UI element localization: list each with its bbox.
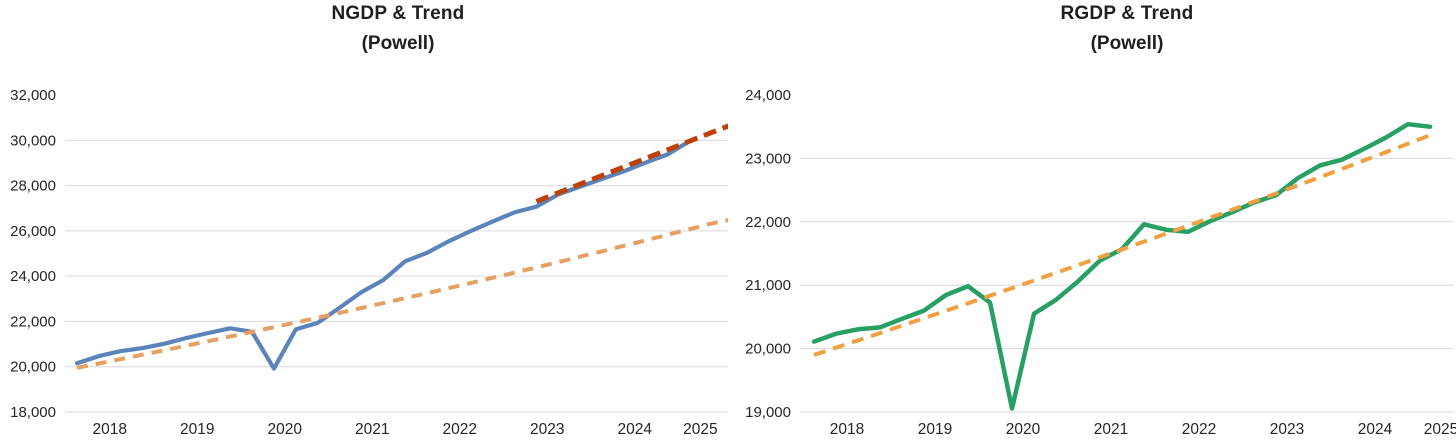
y-axis-tick-label: 19,000	[745, 404, 791, 421]
y-axis-tick-label: 28,000	[10, 178, 56, 195]
x-axis-tick-label: 2024	[618, 421, 653, 438]
y-axis-tick-label: 18,000	[10, 404, 56, 421]
y-axis-tick-label: 26,000	[10, 223, 56, 240]
x-axis-tick-label: 2018	[830, 421, 864, 438]
x-axis-tick-label: 2022	[1182, 421, 1216, 438]
x-axis-tick-label: 2023	[1270, 421, 1304, 438]
x-axis-tick-label: 2025	[683, 421, 717, 438]
series-ngdp	[74, 139, 692, 371]
series-ngdp-new-trend	[535, 123, 728, 204]
series-rgdp-trend	[813, 133, 1431, 357]
chart-title-rgdp: RGDP & Trend	[1060, 3, 1194, 24]
x-axis-tick-label: 2022	[443, 421, 477, 438]
y-axis-tick-label: 20,000	[10, 359, 56, 376]
y-axis-tick-label: 22,000	[10, 313, 56, 330]
x-axis-tick-label: 2021	[1094, 421, 1128, 438]
x-axis-tick-label: 2024	[1358, 421, 1393, 438]
x-axis-tick-label: 2021	[355, 421, 389, 438]
y-axis-tick-label: 21,000	[745, 277, 791, 294]
y-axis-tick-label: 22,000	[745, 214, 791, 231]
x-axis-tick-label: 2025	[1424, 421, 1456, 438]
x-axis-tick-label: 2020	[268, 421, 303, 438]
x-axis-tick-label: 2019	[918, 421, 952, 438]
y-axis-tick-label: 24,000	[10, 268, 56, 285]
x-axis-tick-label: 2020	[1006, 421, 1041, 438]
plot-area-ngdp: 32,000 30,000 28,000 26,000 24,000 22,000 20,0…	[10, 87, 728, 438]
x-axis-tick-label: 2019	[180, 421, 214, 438]
y-axis-tick-label: 20,000	[745, 341, 791, 358]
x-axis-tick-label: 2023	[530, 421, 564, 438]
y-axis-tick-label: 24,000	[745, 87, 791, 104]
chart-title-ngdp: NGDP & Trend	[331, 3, 465, 24]
plot-area-rgdp: 24,000 23,000 22,000 21,000 20,000 19,000 2018…	[745, 87, 1456, 438]
y-axis-tick-label: 32,000	[10, 87, 56, 104]
series-rgdp	[811, 121, 1433, 411]
chart-subtitle-rgdp: (Powell)	[1090, 33, 1164, 54]
y-axis-tick-label: 23,000	[745, 150, 791, 167]
series-ngdp-trend	[76, 218, 728, 370]
chart-rgdp: RGDP & Trend (Powell) 24,000 23,000 22,000…	[728, 0, 1456, 445]
chart-subtitle-ngdp: (Powell)	[361, 33, 435, 54]
y-axis-tick-label: 30,000	[10, 132, 56, 149]
x-axis-tick-label: 2018	[93, 421, 127, 438]
chart-ngdp: NGDP & Trend (Powell) 32,000 30,000 28,000…	[10, 3, 728, 438]
